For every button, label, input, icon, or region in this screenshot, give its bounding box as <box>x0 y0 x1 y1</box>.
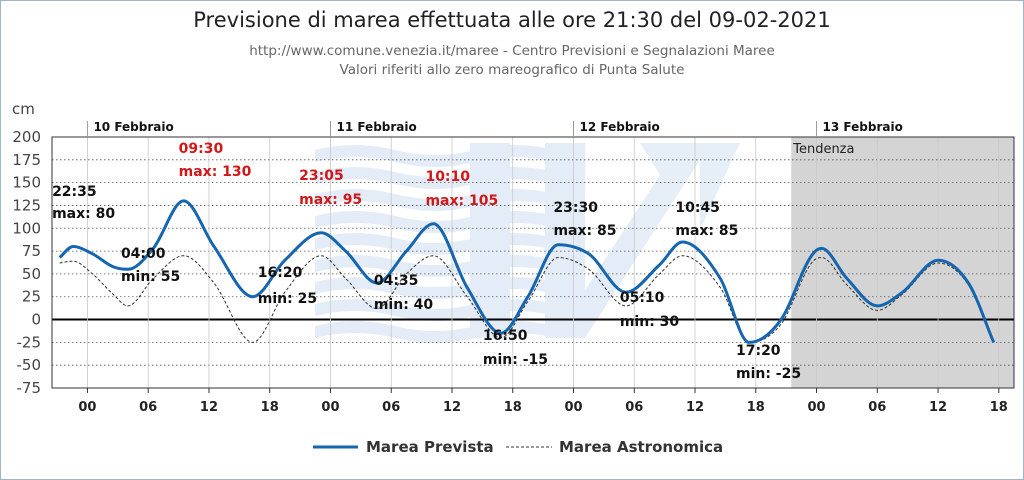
trend-region <box>791 137 1014 388</box>
watermark-wave <box>315 277 555 299</box>
x-tick-label: 12 <box>929 400 947 415</box>
annotation-value: max: 95 <box>299 192 362 208</box>
x-tick-label: 12 <box>686 400 704 415</box>
day-label: 12 Febbraio <box>580 120 660 134</box>
annotations: 22:35 max: 80 04:00 min: 55 09:30 max: 130 16:… <box>52 141 801 382</box>
y-tick-label: -75 <box>17 379 42 397</box>
x-tick-label: 06 <box>139 400 157 415</box>
chart-subtitle-url: http://www.comune.venezia.it/maree - Cen… <box>249 43 775 59</box>
astronomical-tide-line <box>59 255 995 343</box>
y-tick-label: 125 <box>12 196 41 214</box>
legend: Marea Prevista Marea Astronomica <box>313 438 723 456</box>
vertical-grid <box>87 137 1000 388</box>
forecast-tide-line <box>58 199 996 344</box>
annotation-value: min: -15 <box>483 352 548 368</box>
y-tick-label: 50 <box>22 265 41 283</box>
annotation-value: min: -25 <box>736 366 801 382</box>
y-tick-label: 0 <box>31 311 41 329</box>
x-axis: 00 06 12 18 00 06 12 18 00 06 12 18 00 06 12 18 <box>78 388 1008 415</box>
annotation-value: min: 25 <box>258 291 317 307</box>
series-lines <box>58 199 996 344</box>
x-tick-label: 12 <box>200 400 218 415</box>
annotation-time: 09:30 <box>179 141 224 157</box>
annotation-value: max: 130 <box>179 164 252 180</box>
annotation-time: 05:10 <box>620 290 665 306</box>
y-axis: -75 -50 -25 0 25 50 75 100 125 150 175 200 cm <box>12 100 41 397</box>
x-tick-label: 00 <box>807 400 825 415</box>
x-tick-label: 12 <box>443 400 461 415</box>
y-tick-label: 75 <box>22 242 41 260</box>
y-tick-label: -25 <box>17 333 42 351</box>
x-tick-label: 00 <box>321 400 339 415</box>
annotation-time: 04:35 <box>374 273 419 289</box>
x-tick-label: 18 <box>747 400 765 415</box>
x-tick-label: 06 <box>868 400 886 415</box>
annotation-value: min: 40 <box>374 297 434 313</box>
annotation-time: 16:50 <box>483 328 528 344</box>
watermark-wave <box>315 145 555 167</box>
chart-title: Previsione di marea effettuata alle ore … <box>193 8 831 32</box>
y-tick-label: -50 <box>17 356 42 374</box>
x-tick-label: 18 <box>990 400 1008 415</box>
annotation-value: max: 85 <box>675 223 738 239</box>
annotation-value: max: 105 <box>425 193 498 209</box>
trend-label: Tendenza <box>792 142 854 157</box>
day-labels: 10 Febbraio 11 Febbraio 12 Febbraio 13 Febb… <box>86 120 903 137</box>
chart-subtitle-reference: Valori riferiti allo zero mareografico d… <box>339 62 685 78</box>
legend-label-astronomical: Marea Astronomica <box>559 438 723 456</box>
watermark-wave <box>315 255 555 277</box>
watermark-wave <box>315 211 555 233</box>
annotation-value: max: 80 <box>52 206 115 222</box>
watermark-logo <box>315 143 740 343</box>
watermark-wave <box>315 167 555 189</box>
watermark-arrow <box>585 143 740 338</box>
annotation-value: min: 55 <box>121 269 180 285</box>
x-tick-label: 06 <box>625 400 643 415</box>
y-tick-label: 100 <box>12 219 41 237</box>
annotation-time: 23:05 <box>299 168 344 184</box>
x-tick-label: 18 <box>261 400 279 415</box>
watermark-bar <box>545 143 585 338</box>
x-tick-label: 00 <box>78 400 96 415</box>
y-tick-label: 25 <box>22 288 41 306</box>
annotation-time: 22:35 <box>52 184 97 200</box>
watermark-wave <box>315 233 555 255</box>
x-tick-label: 00 <box>564 400 582 415</box>
annotation-time: 23:30 <box>553 200 598 216</box>
day-label: 13 Febbraio <box>823 120 903 134</box>
watermark-wave <box>315 321 555 343</box>
y-tick-label: 175 <box>12 151 41 169</box>
y-tick-label: 200 <box>12 128 41 146</box>
annotation-time: 16:20 <box>258 265 303 281</box>
y-tick-label: 150 <box>12 174 41 192</box>
annotation-time: 10:10 <box>425 169 470 185</box>
annotation-time: 04:00 <box>121 246 166 262</box>
watermark-wave <box>315 299 555 321</box>
day-label: 10 Febbraio <box>93 120 173 134</box>
annotation-value: min: 30 <box>620 314 680 330</box>
x-tick-label: 06 <box>382 400 400 415</box>
legend-label-forecast: Marea Prevista <box>366 438 494 456</box>
y-axis-unit: cm <box>12 100 35 118</box>
x-tick-label: 18 <box>504 400 522 415</box>
day-label: 11 Febbraio <box>336 120 416 134</box>
annotation-time: 10:45 <box>675 200 720 216</box>
plot-area <box>51 136 1015 389</box>
watermark-wave <box>315 189 555 211</box>
annotation-time: 17:20 <box>736 343 781 359</box>
annotation-value: max: 85 <box>553 223 616 239</box>
